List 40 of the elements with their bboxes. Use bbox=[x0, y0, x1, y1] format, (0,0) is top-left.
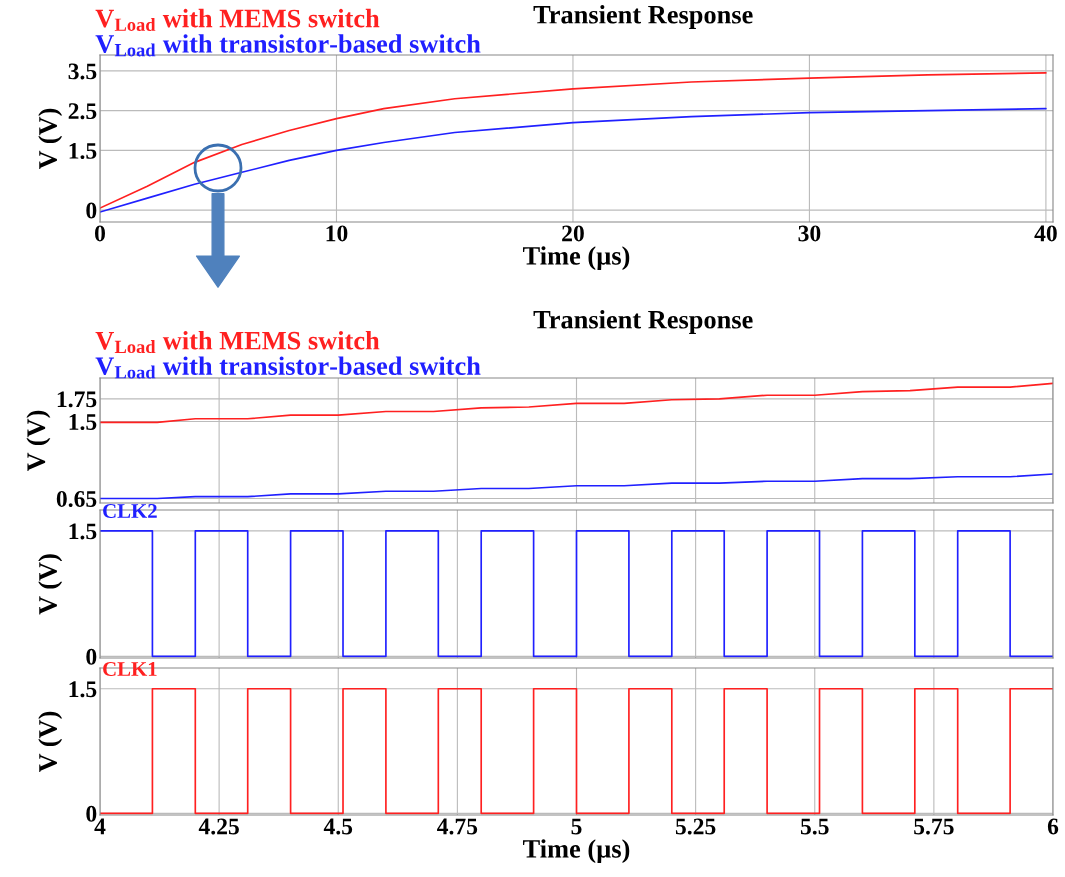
text: V$_{Load}$ with transistor-based switch bbox=[95, 34, 481, 57]
text: V$_{Load}$ with transistor-based switch bbox=[95, 356, 481, 379]
line-series bbox=[100, 382, 1053, 424]
y-tick-label: 1.5 bbox=[69, 681, 97, 698]
chart-title: Transient Response bbox=[533, 310, 753, 334]
x-tick-label: 5.25 bbox=[675, 818, 716, 835]
x-tick-label: 10 bbox=[326, 225, 348, 242]
line-series bbox=[100, 473, 1053, 500]
text: V$_{Load}$ with MEMS switch bbox=[95, 331, 380, 354]
x-tick-label: 20 bbox=[562, 225, 584, 242]
line-series bbox=[100, 72, 1047, 209]
y-tick-label: 1.5 bbox=[69, 523, 97, 540]
y-tick-label: 0 bbox=[86, 648, 97, 665]
line-series bbox=[100, 107, 1047, 213]
y-axis-title: V (V) bbox=[38, 554, 63, 615]
x-tick-label: 30 bbox=[798, 225, 821, 242]
chart-title: Transient Response bbox=[533, 5, 753, 29]
y-tick-label: 1.75 bbox=[57, 391, 97, 408]
x-tick-label: 4.5 bbox=[323, 818, 353, 835]
y-tick-label: 2.5 bbox=[68, 103, 97, 120]
y-tick-label: 1.5 bbox=[69, 143, 97, 159]
y-axis-title: V (V) bbox=[38, 711, 63, 773]
y-axis-title: V (V) bbox=[26, 410, 51, 472]
x-tick-label: 4.75 bbox=[437, 818, 478, 835]
y-axis-title: V (V) bbox=[38, 108, 63, 170]
x-axis-title: Time (µs) bbox=[523, 839, 630, 864]
x-tick-label: 5 bbox=[571, 818, 582, 835]
text: V$_{Load}$ with MEMS switch bbox=[95, 8, 380, 31]
x-tick-label: 40 bbox=[1034, 225, 1057, 242]
y-tick-label: 0.65 bbox=[56, 490, 97, 507]
x-tick-label: 5.5 bbox=[800, 818, 829, 835]
x-tick-label: 4.25 bbox=[198, 818, 239, 835]
y-tick-label: 0 bbox=[86, 202, 97, 219]
series-label: CLK2 bbox=[103, 503, 157, 518]
y-tick-label: 1.5 bbox=[69, 414, 97, 431]
x-tick-label: 6 bbox=[1047, 818, 1059, 835]
x-axis-title: Time (µs) bbox=[523, 246, 630, 271]
y-tick-label: 3.5 bbox=[68, 63, 97, 80]
series-label: CLK1 bbox=[103, 662, 157, 677]
x-tick-label: 5.75 bbox=[914, 818, 954, 835]
